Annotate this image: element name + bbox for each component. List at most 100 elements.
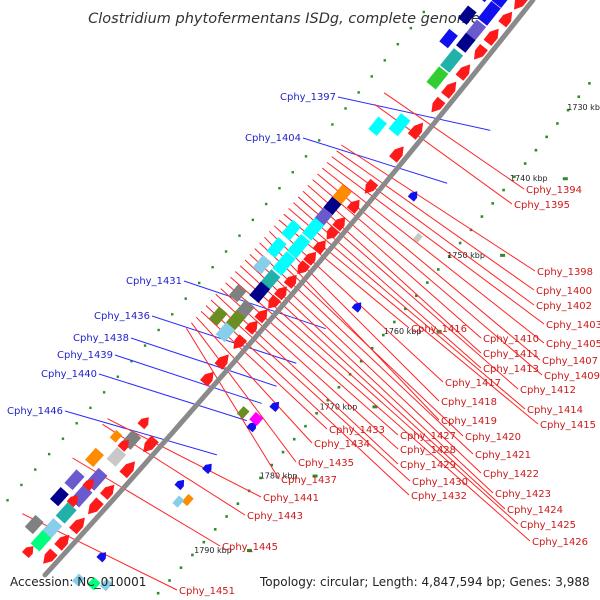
inner-scale-tick — [89, 406, 92, 410]
scale-major-tick — [246, 548, 252, 552]
gene-label-right[interactable]: Cphy_1432 — [411, 491, 467, 502]
gene-label-right[interactable]: Cphy_1410 — [483, 334, 539, 345]
scale-tick — [545, 135, 548, 139]
gene-label-right[interactable]: Cphy_1412 — [520, 385, 576, 396]
gene-label-right[interactable]: Cphy_1424 — [507, 505, 563, 516]
gene-label-right[interactable]: Cphy_1398 — [537, 267, 593, 278]
gene-label-left[interactable]: Cphy_1446 — [7, 406, 63, 417]
gene-label-right[interactable]: Cphy_1426 — [532, 537, 588, 548]
gene-label-right[interactable]: Cphy_1414 — [527, 405, 583, 416]
leader-line — [186, 328, 280, 480]
feature-band — [332, 184, 352, 205]
leader-line — [195, 316, 313, 444]
cds-arrow-red — [66, 495, 79, 508]
gene-label-right[interactable]: Cphy_1421 — [475, 450, 531, 461]
scale-tick — [202, 540, 206, 544]
gene-label-left[interactable]: Cphy_1439 — [57, 350, 113, 361]
gene-label-right[interactable]: Cphy_1441 — [263, 493, 319, 504]
gene-label-right[interactable]: Cphy_1394 — [526, 185, 582, 196]
gene-label-right[interactable]: Cphy_1422 — [483, 469, 539, 480]
cds-arrow-red — [119, 461, 136, 479]
cds-arrow-red — [88, 497, 104, 515]
gene-label-right[interactable]: Cphy_1423 — [495, 489, 551, 500]
inner-scale-tick — [211, 266, 214, 269]
cds-arrow-red — [313, 240, 326, 255]
gene-label-right[interactable]: Cphy_1409 — [544, 371, 600, 382]
gene-label-left[interactable]: Cphy_1404 — [245, 133, 301, 144]
scale-major-tick — [372, 405, 378, 409]
map-title: Clostridium phytofermentans ISDg, comple… — [88, 11, 480, 27]
leader-line — [302, 190, 482, 354]
feature-band — [215, 322, 236, 343]
scale-tick — [513, 175, 516, 179]
gene-label-left[interactable]: Cphy_1431 — [126, 276, 182, 287]
scale-tick — [292, 437, 296, 441]
kbp-label: 1760 kbp — [384, 327, 422, 336]
leader-line — [288, 208, 526, 410]
inner-scale-tick — [304, 155, 308, 158]
leader-line — [336, 150, 535, 291]
gene-label-left[interactable]: Cphy_1438 — [73, 333, 129, 344]
scale-tick — [502, 188, 505, 192]
kbp-label: 1770 kbp — [320, 402, 358, 411]
inner-scale-tick — [409, 26, 413, 30]
gene-label-right[interactable]: Cphy_1413 — [483, 364, 539, 375]
gene-label-left[interactable]: Cphy_1436 — [94, 311, 150, 322]
gene-label-right[interactable]: Cphy_1443 — [247, 511, 303, 522]
cds-arrow-red — [22, 546, 34, 558]
cds-arrow-red — [69, 517, 85, 535]
gene-label-right[interactable]: Cphy_1407 — [542, 356, 598, 367]
feature-band-inner — [458, 5, 477, 25]
scale-tick — [404, 307, 407, 311]
gene-label-right[interactable]: Cphy_1430 — [412, 477, 468, 488]
gene-label-right[interactable]: Cphy_1411 — [483, 349, 539, 360]
kbp-label: 1740 kbp — [510, 174, 548, 183]
leader-line — [230, 276, 531, 542]
scale-tick — [415, 294, 418, 298]
feature-band — [55, 502, 77, 524]
scale-tick — [393, 320, 396, 324]
cds-arrow-red — [82, 479, 94, 492]
gene-label-right[interactable]: Cphy_1405 — [546, 339, 600, 350]
gene-label-right[interactable]: Cphy_1428 — [400, 445, 456, 456]
cds-arrow-red — [455, 64, 471, 81]
gene-label-right[interactable]: Cphy_1415 — [540, 420, 596, 431]
gene-label-right[interactable]: Cphy_1433 — [329, 425, 385, 436]
scale-tick — [588, 82, 591, 85]
gene-label-right[interactable]: Cphy_1451 — [179, 586, 235, 597]
gene-label-right[interactable]: Cphy_1403 — [546, 320, 600, 331]
gene-label-right[interactable]: Cphy_1402 — [536, 301, 592, 312]
gene-label-right[interactable]: Cphy_1425 — [520, 520, 576, 531]
gene-label-left[interactable]: Cphy_1440 — [41, 369, 97, 380]
gene-label-right[interactable]: Cphy_1445 — [222, 542, 278, 553]
gene-label-right[interactable]: Cphy_1427 — [400, 431, 456, 442]
scale-tick — [359, 359, 363, 363]
gene-label-right[interactable]: Cphy_1417 — [445, 378, 501, 389]
inner-scale-tick — [184, 297, 187, 300]
leader-line — [307, 185, 482, 339]
scale-tick — [179, 566, 183, 569]
misc-feature — [249, 411, 264, 426]
gene-label-left[interactable]: Cphy_1397 — [280, 92, 336, 103]
feature-band — [106, 446, 127, 467]
cds-arrow-blue — [202, 463, 212, 474]
leader-line — [302, 137, 448, 184]
scale-tick — [447, 254, 451, 258]
gene-label-right[interactable]: Cphy_1429 — [400, 460, 456, 471]
gene-label-right[interactable]: Cphy_1420 — [465, 432, 521, 443]
leader-line — [383, 92, 525, 190]
gene-label-right[interactable]: Cphy_1400 — [536, 286, 592, 297]
gene-label-right[interactable]: Cphy_1418 — [441, 397, 497, 408]
gene-label-right[interactable]: Cphy_1419 — [441, 416, 497, 427]
gene-label-right[interactable]: Cphy_1434 — [314, 439, 370, 450]
feature-band — [323, 196, 342, 216]
inner-scale-tick — [157, 328, 160, 332]
cds-arrow-red — [483, 28, 499, 46]
gene-label-right[interactable]: Cphy_1395 — [514, 200, 570, 211]
gene-label-right[interactable]: Cphy_1435 — [298, 458, 354, 469]
gene-label-right[interactable]: Cphy_1416 — [411, 324, 467, 335]
cds-arrow-red — [474, 44, 488, 60]
gene-label-right[interactable]: Cphy_1437 — [281, 475, 337, 486]
cds-arrow-blue — [351, 302, 362, 313]
scale-tick — [556, 122, 559, 125]
